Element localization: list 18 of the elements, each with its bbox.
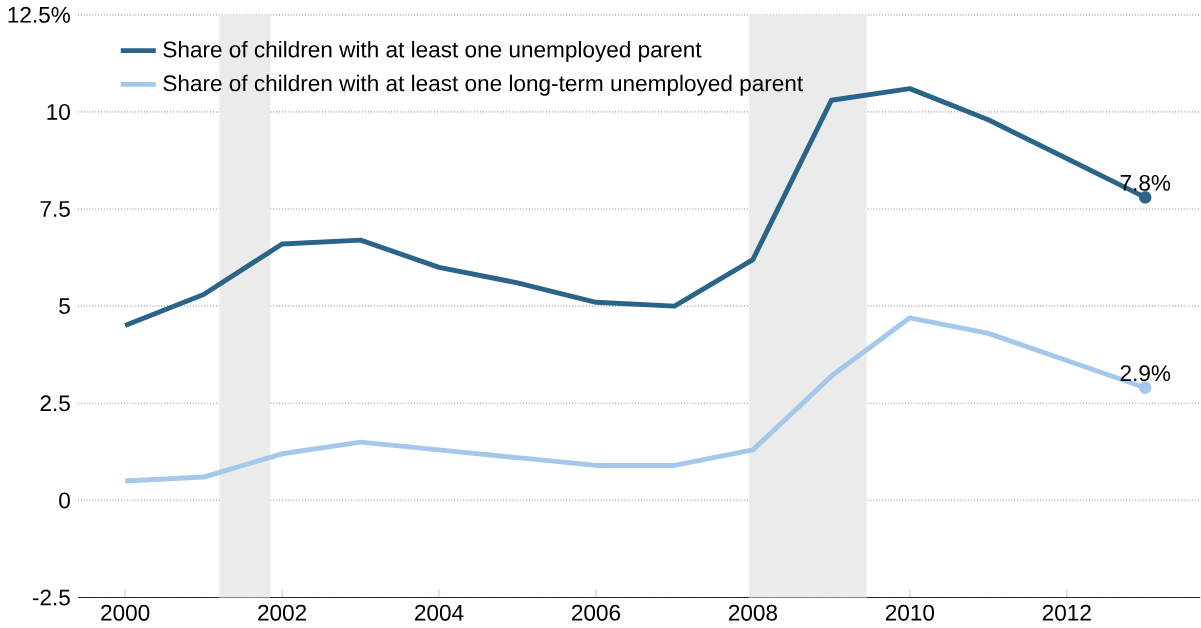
- x-tick-label: 2006: [572, 604, 621, 621]
- annotation: 7.8%: [1120, 175, 1171, 192]
- y-tick-label: 12.5%: [8, 7, 70, 24]
- y-tick-label: 7.5: [40, 201, 70, 218]
- y-tick-label: 5: [59, 298, 70, 315]
- x-tick-label: 2004: [415, 604, 464, 621]
- y-tick-label: 2.5: [40, 395, 70, 412]
- x-tick-label: 2008: [728, 604, 777, 621]
- y-tick-label: -2.5: [32, 589, 70, 606]
- x-tick-label: 2002: [258, 604, 307, 621]
- annotation: 2.9%: [1120, 365, 1171, 382]
- x-tick-label: 2012: [1042, 604, 1091, 621]
- y-tick-label: 0: [59, 492, 70, 509]
- legend-label: Share of children with at least one long-term unemployed parent: [163, 74, 803, 96]
- x-tick-label: 2000: [101, 604, 150, 621]
- y-tick-label: 10: [47, 104, 70, 121]
- x-tick-label: 2010: [885, 604, 935, 621]
- legend-label: Share of children with at least one unemployed parent: [163, 41, 702, 63]
